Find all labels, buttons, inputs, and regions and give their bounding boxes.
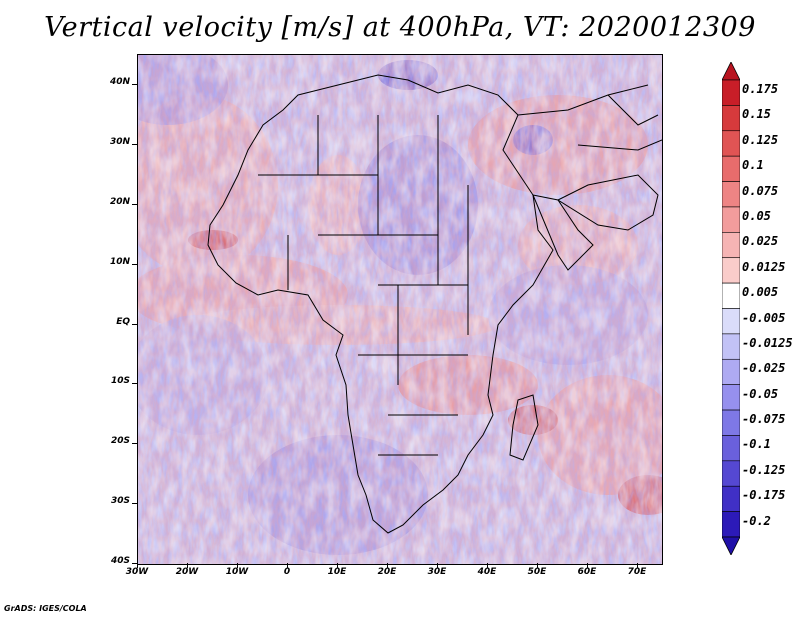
colorbar-swatch	[722, 232, 740, 259]
lat-tick-mark	[132, 263, 137, 265]
colorbar-swatch	[722, 206, 740, 233]
colorbar-swatch	[722, 181, 740, 208]
lat-tick-label: 30N	[109, 136, 130, 147]
colorbar-swatch	[722, 384, 740, 411]
colorbar-label: -0.1	[742, 437, 771, 452]
lon-tick-mark	[437, 563, 438, 568]
lon-tick-label: 20W	[175, 567, 199, 577]
colorbar-swatch	[722, 485, 740, 512]
lat-tick-label: 40N	[109, 77, 130, 87]
lon-tick-label: 30E	[427, 567, 447, 577]
lon-tick-label: 10W	[225, 567, 249, 577]
lon-tick-mark	[287, 563, 288, 568]
colorbar-swatch	[722, 79, 740, 106]
lon-tick-label: 50E	[527, 567, 547, 577]
colorbar-swatch	[722, 282, 740, 309]
colorbar-label: 0.025	[742, 234, 779, 249]
colorbar-swatch	[722, 333, 740, 360]
colorbar-swatch	[722, 257, 740, 284]
lon-tick-label: 10E	[327, 567, 347, 577]
map-canvas	[138, 55, 662, 564]
colorbar-swatch	[722, 435, 740, 462]
lon-tick-mark	[237, 563, 238, 568]
colorbar-label: -0.175	[742, 488, 786, 503]
lat-tick-mark	[132, 443, 137, 445]
lat-tick-mark	[132, 323, 137, 325]
lon-tick-label: 30W	[125, 567, 149, 577]
colorbar-swatch	[722, 155, 740, 182]
map-title: Vertical velocity [m/s] at 400hPa, VT: 2…	[44, 12, 756, 43]
velocity-map	[137, 54, 663, 565]
colorbar-label: 0.0125	[742, 259, 786, 274]
colorbar-label: 0.075	[742, 183, 779, 198]
colorbar-swatch	[722, 511, 740, 538]
lon-tick-label: 20E	[377, 567, 397, 577]
coastlines	[207, 74, 662, 534]
lat-tick-label: 20N	[109, 196, 130, 207]
lat-tick-label: 30S	[110, 496, 130, 507]
lon-tick-mark	[487, 563, 488, 568]
colorbar-top-arrow	[722, 62, 740, 81]
lat-tick-label: EQ	[116, 316, 130, 327]
colorbar-label: 0.15	[742, 107, 771, 122]
colorbar-label: -0.05	[742, 386, 779, 401]
colorbar-swatch	[722, 105, 740, 132]
colorbar-label: 0.175	[742, 82, 779, 96]
colorbar-label: -0.075	[742, 412, 786, 427]
lon-tick-mark	[537, 563, 538, 568]
lat-tick-mark	[132, 203, 137, 205]
colorbar-label: 0.125	[742, 132, 779, 147]
colorbar-label: -0.2	[742, 513, 771, 528]
colorbar-swatch	[722, 308, 740, 335]
colorbar-label: -0.0125	[742, 335, 793, 350]
colorbar-swatch	[722, 460, 740, 487]
colorbar-label: 0.1	[742, 158, 764, 173]
lon-tick-mark	[187, 563, 188, 568]
footer-credit: GrADS: IGES/COLA	[4, 604, 87, 613]
lon-tick-mark	[387, 563, 388, 568]
colorbar-bottom-arrow	[722, 536, 740, 555]
lon-tick-label: 70E	[627, 567, 647, 577]
colorbar-label: 0.005	[742, 285, 779, 300]
lat-tick-label: 10N	[109, 256, 130, 267]
lon-tick-mark	[337, 563, 338, 568]
colorbar-label: -0.125	[742, 462, 786, 477]
lon-tick-label: 0	[283, 567, 291, 577]
colorbar-label: -0.005	[742, 310, 786, 325]
colorbar-label: -0.025	[742, 361, 786, 376]
lat-tick-mark	[132, 383, 137, 385]
lon-tick-label: 40E	[477, 567, 497, 577]
lon-tick-mark	[637, 563, 638, 568]
colorbar	[722, 62, 740, 555]
colorbar-swatch	[722, 130, 740, 157]
colorbar-swatch	[722, 409, 740, 436]
lat-tick-label: 20S	[110, 436, 130, 447]
lon-tick-mark	[587, 563, 588, 568]
lat-tick-label: 10S	[110, 376, 130, 387]
lat-tick-mark	[132, 143, 137, 145]
lat-tick-mark	[132, 503, 137, 505]
lon-tick-mark	[137, 563, 138, 568]
lat-tick-mark	[132, 563, 137, 564]
colorbar-swatch	[722, 358, 740, 385]
colorbar-label: 0.05	[742, 208, 771, 223]
lon-tick-label: 60E	[577, 567, 597, 577]
lat-tick-mark	[132, 84, 137, 85]
lat-tick-label: 40S	[110, 556, 130, 566]
